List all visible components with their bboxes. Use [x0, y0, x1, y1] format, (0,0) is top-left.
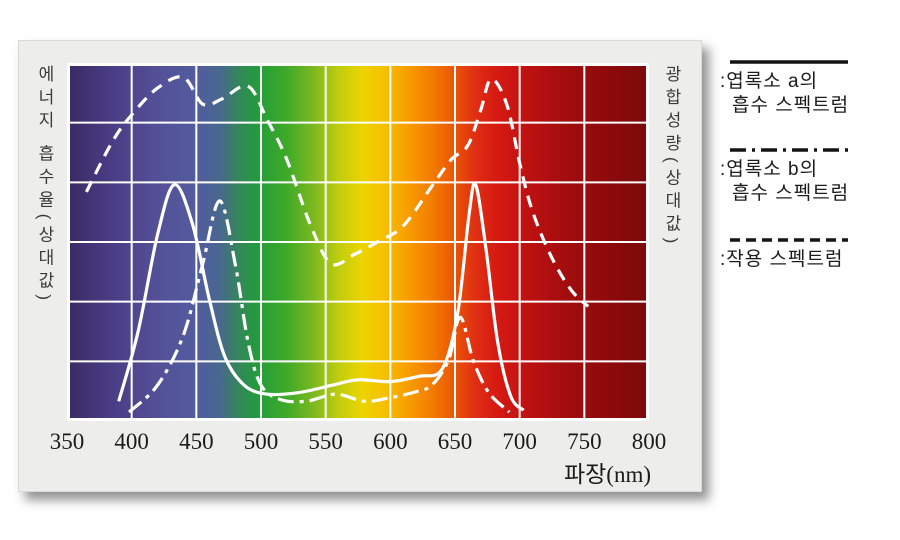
solid-line-icon [730, 60, 848, 64]
x-tick-label: 700 [502, 429, 537, 454]
legend-entry-chlorophyll-b: :엽록소 b의 흡수 스펙트럼 [720, 146, 898, 206]
right-axis-label: 광합성량(상대값) [662, 65, 681, 250]
legend-label: :엽록소 a의 [720, 71, 819, 92]
x-tick-label: 800 [631, 429, 667, 454]
legend-entry-chlorophyll-a: :엽록소 a의 흡수 스펙트럼 [720, 58, 898, 118]
x-tick-label: 450 [179, 429, 214, 454]
series-solid [117, 181, 525, 412]
legend-label: 흡수 스펙트럼 [732, 95, 850, 116]
x-tick-label: 600 [373, 429, 408, 454]
dash-dot-line-icon [730, 148, 848, 152]
dashed-line-icon [730, 238, 848, 242]
x-tick-label: 550 [308, 429, 343, 454]
x-tick-label: 650 [437, 429, 473, 454]
series-dashdot [127, 199, 511, 414]
spectrum-plot [67, 63, 649, 421]
legend-label: :엽록소 b의 [720, 159, 819, 180]
x-axis-title: 파장(nm) [563, 462, 651, 487]
x-tick-labels: 350 400 450 500 550 600 650 700 750 800 [50, 427, 667, 457]
spectrum-chart [67, 63, 649, 421]
legend-label: :작용 스펙트럼 [720, 249, 844, 270]
x-tick-label: 400 [114, 429, 149, 454]
x-tick-label: 750 [567, 429, 602, 454]
legend-entry-action-spectrum: :작용 스펙트럼 [720, 236, 898, 272]
x-tick-label: 350 [49, 429, 85, 454]
chart-card: 에너지 흡수율(상대값) 광합성량(상대값) 350 400 450 500 550 60… [18, 40, 702, 492]
left-axis-label: 에너지 흡수율(상대값) [35, 65, 54, 307]
legend-label: 흡수 스펙트럼 [732, 183, 850, 204]
plot-border [67, 63, 649, 421]
x-tick-label: 500 [243, 429, 279, 454]
